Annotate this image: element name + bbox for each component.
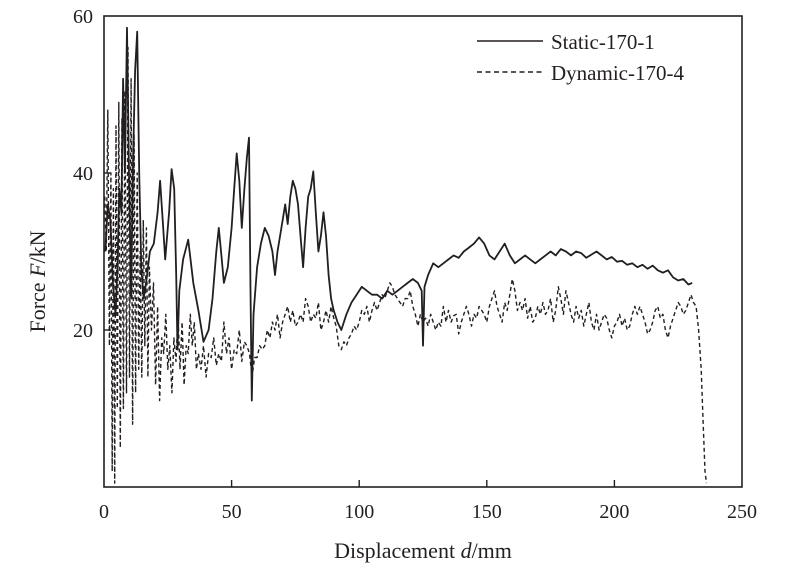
x-tick-label: 150: [472, 501, 502, 523]
series-layer: [104, 26, 708, 484]
y-tick-label: 60: [73, 6, 93, 28]
x-tick-label: 100: [344, 501, 374, 523]
legend: Static-170-1 Dynamic-170-4: [477, 30, 684, 85]
series-line-dynamic: [104, 46, 708, 484]
x-tick-label: 0: [99, 501, 109, 523]
x-tick-label: 200: [599, 501, 629, 523]
y-tick-label: 40: [73, 163, 93, 185]
plot-frame: [103, 15, 743, 488]
x-tick-label: 50: [222, 501, 242, 523]
y-axis-title: Force F/kN: [25, 230, 50, 332]
legend-label-static: Static-170-1: [551, 30, 655, 54]
y-tick-label: 20: [73, 320, 93, 342]
legend-label-dynamic: Dynamic-170-4: [551, 61, 684, 85]
tick-labels-layer: 0 50 100 150 200 250 20 40 60: [73, 6, 757, 523]
x-axis-title: Displacement d/mm: [334, 538, 512, 563]
x-tick-label: 250: [727, 501, 757, 523]
ticks-layer: [104, 172, 616, 487]
series-line-static: [104, 26, 693, 402]
